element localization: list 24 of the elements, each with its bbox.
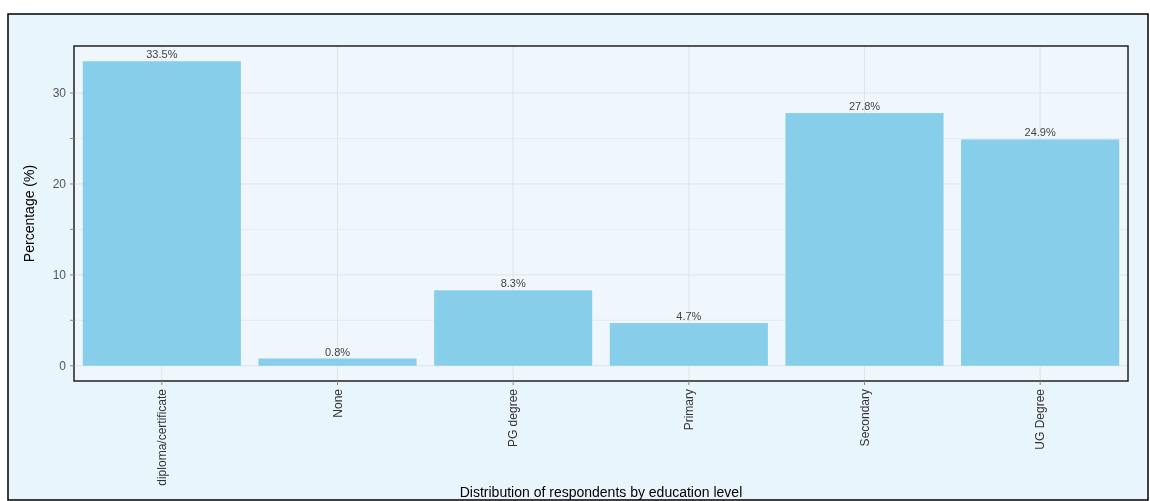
data-label: 33.5% bbox=[146, 48, 178, 61]
y-tick-label: 10 bbox=[52, 268, 67, 283]
data-label: 8.3% bbox=[500, 277, 526, 290]
data-label: 27.8% bbox=[848, 100, 881, 113]
x-tick-label: UG Degree bbox=[1033, 388, 1048, 450]
x-tick-label: PG degree bbox=[506, 388, 521, 448]
y-tick-label: 30 bbox=[52, 86, 67, 101]
y-tick-label: 20 bbox=[52, 177, 67, 192]
data-label: 4.7% bbox=[676, 310, 702, 323]
y-tick-label: 0 bbox=[59, 358, 67, 373]
bar bbox=[785, 113, 944, 366]
bar bbox=[82, 61, 241, 366]
bar bbox=[961, 139, 1120, 366]
data-label: 24.9% bbox=[1024, 126, 1056, 139]
bar bbox=[258, 358, 417, 366]
bar bbox=[609, 323, 768, 366]
x-tick-label: None bbox=[330, 388, 345, 418]
x-tick-label: Primary bbox=[682, 389, 697, 431]
y-axis-title: Percentage (%) bbox=[21, 164, 37, 263]
data-label: 0.8% bbox=[324, 345, 351, 358]
bar bbox=[434, 290, 593, 366]
x-tick-label: Secondary bbox=[857, 389, 872, 447]
x-axis-title: Distribution of respondents by education level bbox=[459, 484, 743, 500]
x-tick-label: diploma/certificate bbox=[155, 388, 170, 486]
